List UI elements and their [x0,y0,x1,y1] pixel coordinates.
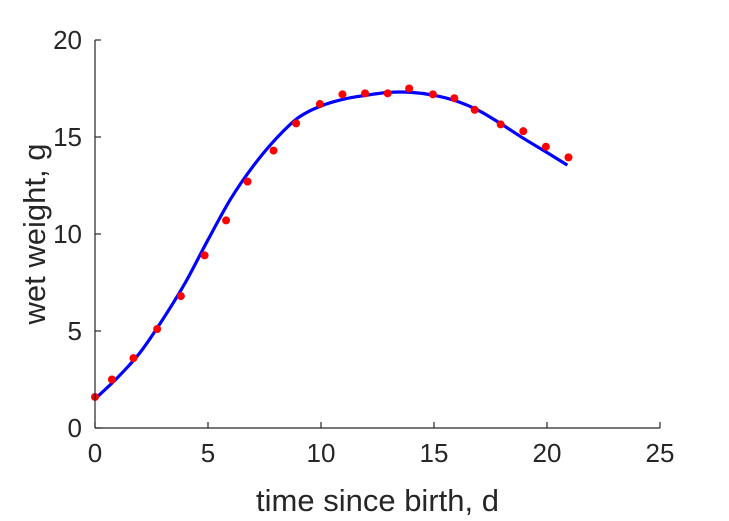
data-point [405,84,414,93]
data-point [129,354,138,363]
y-tick-label: 0 [68,413,82,443]
data-point [222,216,231,225]
data-point [361,89,370,98]
data-point [428,90,437,99]
y-tick-label: 15 [53,122,82,152]
data-point [470,105,479,114]
data-point [519,127,528,136]
data-point [107,375,116,384]
series-line-group [93,90,569,401]
data-point [269,146,278,155]
y-tick-label: 20 [53,25,82,55]
data-point [450,94,459,103]
y-tick-label: 5 [68,316,82,346]
data-point [541,142,550,151]
x-tick-label: 0 [88,438,102,468]
fit-curve-line [93,90,569,401]
x-tick-label: 25 [646,438,675,468]
data-point [496,120,505,129]
x-ticks: 0 5 10 15 20 25 [88,422,675,468]
data-point [564,153,573,162]
data-point [243,177,252,186]
data-point [153,325,162,334]
x-tick-label: 5 [201,438,215,468]
data-point [383,89,392,98]
data-point [292,119,301,128]
y-axis-label: wet weight, g [17,144,52,326]
series-points-group [91,84,573,401]
data-point [176,292,185,301]
data-point [315,100,324,109]
x-tick-label: 10 [307,438,336,468]
x-tick-label: 15 [420,438,449,468]
y-ticks: 0 5 10 15 20 [53,25,101,443]
data-point [200,251,209,260]
axes: 0 5 10 15 20 25 0 5 10 15 20 [53,25,674,468]
data-point [338,90,347,99]
y-tick-label: 10 [53,219,82,249]
x-tick-label: 20 [533,438,562,468]
x-axis-label: time since birth, d [256,483,499,518]
